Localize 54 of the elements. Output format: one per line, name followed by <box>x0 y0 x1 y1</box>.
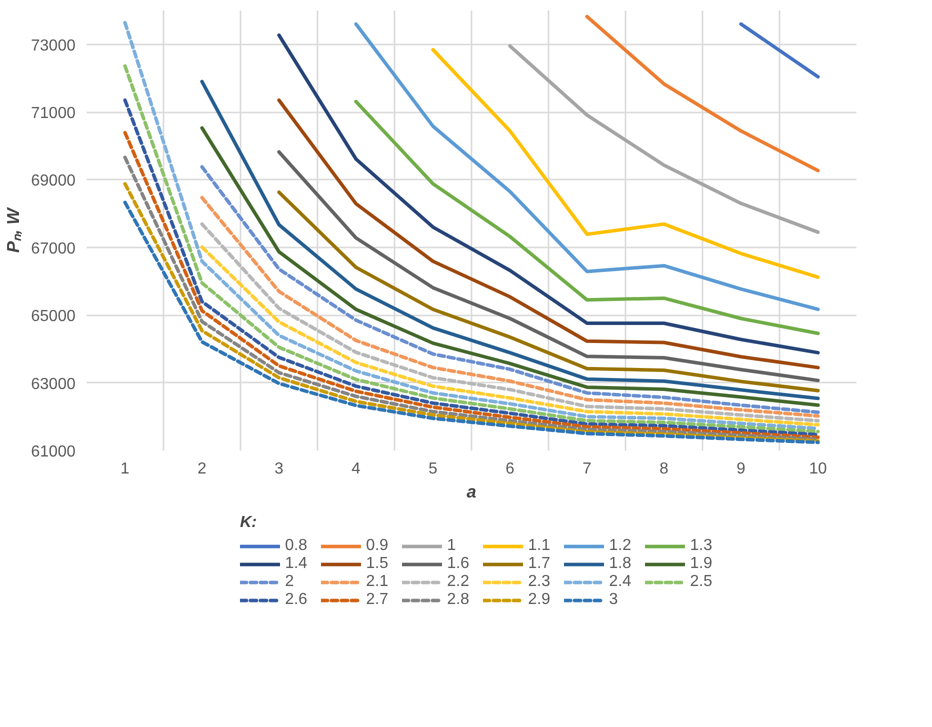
legend-label: 0.9 <box>366 537 390 555</box>
line-series <box>585 14 820 172</box>
line-series <box>277 150 820 382</box>
y-tick-label: 69000 <box>31 172 76 190</box>
y-tick-label: 61000 <box>31 444 76 460</box>
legend-title: K: <box>240 514 258 532</box>
legend-label: 2.9 <box>528 591 552 609</box>
legend-label: 1.8 <box>609 555 632 573</box>
legend-label: 1.2 <box>609 537 632 555</box>
y-tick-label: 63000 <box>31 376 76 393</box>
y-tick-label: 73000 <box>31 37 76 54</box>
x-tick-label: 5 <box>428 460 438 478</box>
legend-label: 2.7 <box>366 591 390 609</box>
x-tick-label: 3 <box>274 460 284 478</box>
x-tick-label: 2 <box>198 460 207 478</box>
legend-label: 1 <box>447 537 457 555</box>
line-series <box>277 33 820 354</box>
x-axis-title: a <box>466 482 477 502</box>
y-tick-label: 71000 <box>31 105 76 122</box>
x-tick-label: 9 <box>736 460 746 478</box>
legend-label: 2.8 <box>447 591 470 609</box>
legend-label: 2.4 <box>609 573 632 591</box>
x-tick-label: 7 <box>582 460 592 478</box>
legend-label: 2.3 <box>528 573 552 591</box>
line-series <box>200 126 820 407</box>
legend-label: 2.6 <box>285 591 308 609</box>
legend-label: 2 <box>285 573 295 591</box>
legend-label: 3 <box>609 591 619 609</box>
legend-label: 2.5 <box>690 573 714 591</box>
line-series <box>431 48 820 279</box>
y-tick-label: 67000 <box>31 240 76 258</box>
legend-label: 2.2 <box>447 573 470 591</box>
line-series <box>277 190 820 392</box>
legend-label: 0.8 <box>285 537 308 555</box>
x-tick-label: 4 <box>352 460 361 478</box>
legend-label: 1.5 <box>366 555 390 573</box>
legend-label: 1.6 <box>447 555 470 573</box>
line-series <box>354 100 820 336</box>
x-tick-label: 1 <box>120 460 130 478</box>
x-tick-label: 10 <box>809 460 827 478</box>
x-tick-label: 6 <box>506 460 515 478</box>
legend-label: 2.1 <box>366 573 390 591</box>
line-series <box>277 98 820 370</box>
line-series <box>200 80 820 400</box>
x-tick-label: 8 <box>660 460 669 478</box>
legend-label: 1.9 <box>690 555 714 573</box>
legend-label: 1.1 <box>528 537 552 555</box>
y-tick-label: 65000 <box>31 308 76 326</box>
legend-label: 1.3 <box>690 537 714 555</box>
legend-label: 1.4 <box>285 555 308 573</box>
y-axis-title: Pₙ, W <box>3 206 24 253</box>
legend-label: 1.7 <box>528 555 552 573</box>
line-series <box>508 44 820 234</box>
line-series <box>354 22 820 312</box>
